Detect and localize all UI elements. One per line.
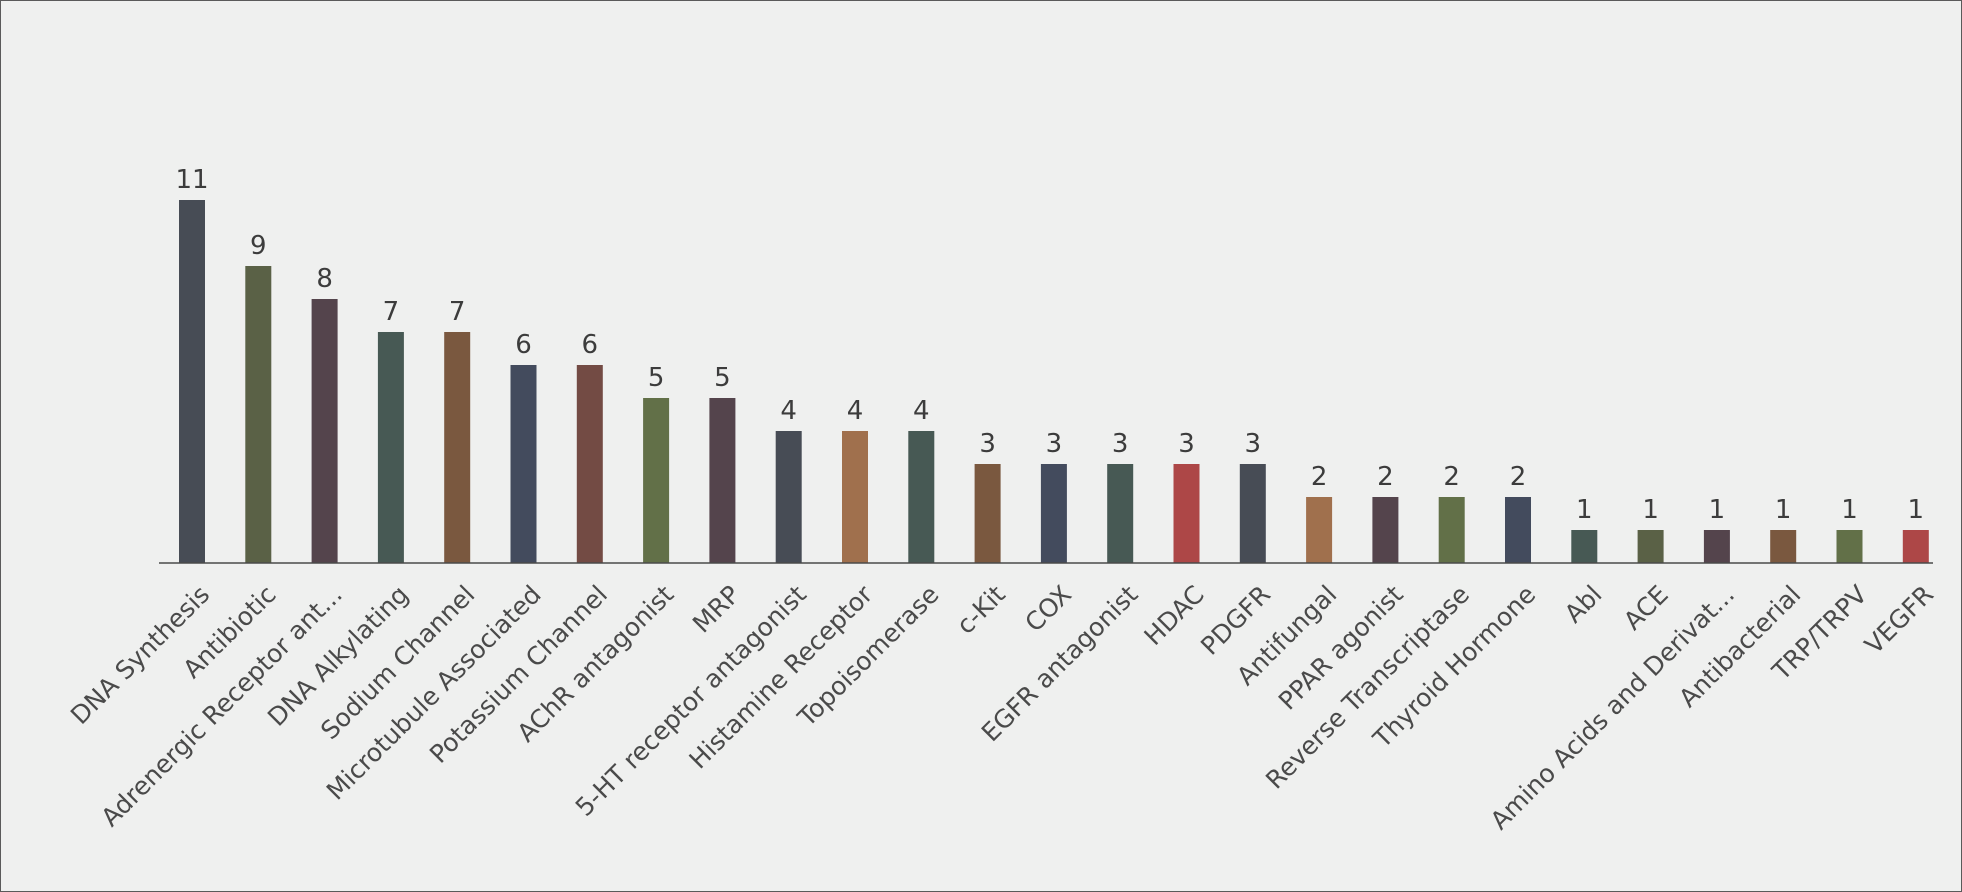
data-label: 1 [1841,495,1858,525]
data-label: 9 [250,231,267,261]
bar [1703,530,1730,563]
x-tick-label: Abl [1559,580,1608,629]
data-label: 3 [1112,429,1129,459]
data-label: 7 [449,297,466,327]
bar [908,431,935,563]
bar [643,398,670,563]
data-label: 3 [1178,429,1195,459]
data-label: 4 [780,396,797,426]
x-tick-label: MRP [687,580,746,639]
bar [842,431,868,563]
data-label: 2 [1510,462,1527,492]
data-label: 2 [1311,462,1328,492]
bar [1438,497,1465,563]
bar [444,332,471,563]
x-tick-label: ACE [1618,580,1674,636]
data-label: 11 [175,165,208,195]
data-label: 1 [1642,495,1659,525]
bar [245,266,272,563]
bar [1902,530,1929,563]
bar [377,332,404,563]
bar [1306,497,1333,563]
bar [1173,464,1200,563]
bar [1637,530,1664,563]
bar [1239,464,1266,563]
bar [775,431,802,563]
data-label: 7 [383,297,400,327]
bar [1571,530,1598,563]
data-label: 3 [979,429,996,459]
x-tick-label: c-Kit [951,580,1011,640]
data-label: 2 [1377,462,1394,492]
bar [510,365,537,563]
data-label: 1 [1775,495,1792,525]
data-label: 5 [714,363,731,393]
x-tick-label: Adrenergic Receptor ant... [95,580,347,832]
data-label: 3 [1245,429,1262,459]
x-tick-label: COX [1019,580,1077,638]
data-label: 3 [1046,429,1063,459]
bar [1372,497,1399,563]
data-label: 1 [1908,495,1925,525]
bar [1505,497,1531,563]
data-label: 4 [913,396,930,426]
bar [1770,530,1797,563]
data-label: 1 [1576,495,1593,525]
data-label: 4 [847,396,864,426]
bar [576,365,603,563]
bar [709,398,736,563]
x-tick-label: VEGFR [1859,580,1939,660]
bar [974,464,1001,563]
data-label: 1 [1709,495,1726,525]
data-label: 6 [515,330,532,360]
data-label: 6 [582,330,599,360]
data-label: 5 [648,363,665,393]
bar [1040,464,1067,563]
bar [311,299,338,563]
bars-group [179,200,1929,563]
data-label: 8 [316,264,333,294]
bar [1107,464,1134,563]
data-label: 2 [1443,462,1460,492]
bar [1836,530,1863,563]
bar [179,200,205,563]
